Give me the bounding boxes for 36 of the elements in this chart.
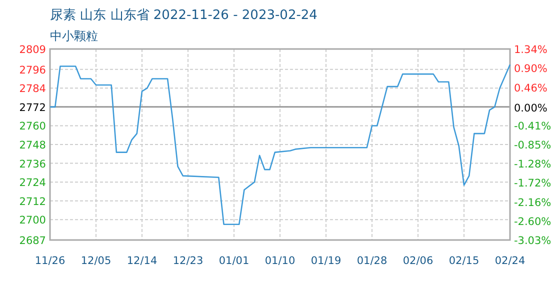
x-tick-label: 12/05 <box>80 255 112 267</box>
y-tick-label: 2736 <box>19 158 46 170</box>
x-tick-label: 02/15 <box>448 255 480 267</box>
x-tick-label: 01/19 <box>310 255 342 267</box>
y-tick-label: 2772 <box>19 102 46 114</box>
y2-tick-label: 0.46% <box>514 82 548 94</box>
x-tick-label: 12/14 <box>126 255 158 267</box>
y-tick-label: 2796 <box>19 64 46 76</box>
x-tick-label: 11/26 <box>34 255 66 267</box>
y2-tick-label: 0.00% <box>514 102 548 115</box>
y-tick-label: 2760 <box>19 120 46 133</box>
y-tick-label: 2784 <box>19 83 46 96</box>
line-series <box>49 64 511 225</box>
y2-tick-label: -3.03% <box>514 235 552 247</box>
y-tick-label: 2712 <box>19 196 46 208</box>
y2-tick-label: -1.28% <box>514 158 552 171</box>
y2-tick-label: -2.60% <box>514 216 552 228</box>
y2-tick-label: 0.90% <box>514 63 548 76</box>
y2-tick-label: -2.16% <box>514 196 552 209</box>
x-tick-label: 01/28 <box>356 255 388 267</box>
y-tick-label: 2748 <box>19 140 46 152</box>
x-tick-label: 01/10 <box>264 255 296 267</box>
chart-subtitle: 中小颗粒 <box>50 29 98 43</box>
chart-title: 尿素 山东 山东省 2022-11-26 - 2023-02-24 <box>50 8 318 23</box>
y-tick-label: 2809 <box>19 44 46 56</box>
y2-tick-label: -1.72% <box>514 178 552 190</box>
x-tick-label: 02/24 <box>494 255 526 267</box>
y-tick-label: 2700 <box>19 214 46 227</box>
y2-tick-label: -0.85% <box>514 140 552 152</box>
y-tick-label: 2687 <box>19 235 46 247</box>
x-tick-label: 01/01 <box>218 255 250 267</box>
y2-tick-label: -0.41% <box>514 120 552 132</box>
x-tick-label: 12/23 <box>172 255 204 267</box>
x-tick-label: 02/06 <box>402 255 434 267</box>
y-tick-label: 2724 <box>19 177 46 190</box>
y2-tick-label: 1.34% <box>514 44 548 56</box>
